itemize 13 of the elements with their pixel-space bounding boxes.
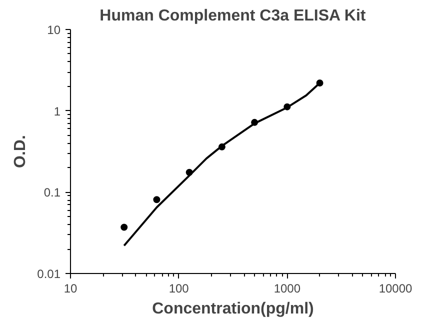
y-tick-label: 0.01 bbox=[37, 267, 61, 281]
chart-title: Human Complement C3a ELISA Kit bbox=[100, 8, 366, 24]
y-axis-title: O.D. bbox=[12, 135, 30, 168]
point bbox=[120, 224, 128, 231]
x-tick-label: 10 bbox=[64, 282, 78, 296]
y-tick-label: 10 bbox=[47, 23, 61, 37]
y-tick-label: 0.1 bbox=[44, 186, 61, 200]
point bbox=[153, 196, 160, 204]
y-tick-label: 1 bbox=[54, 104, 61, 118]
x-tick-label: 1000 bbox=[274, 282, 301, 296]
x-tick-label: 100 bbox=[168, 282, 190, 296]
x-tick-label: 10000 bbox=[378, 282, 413, 296]
x-axis-title: Concentration(pg/ml) bbox=[152, 300, 314, 318]
